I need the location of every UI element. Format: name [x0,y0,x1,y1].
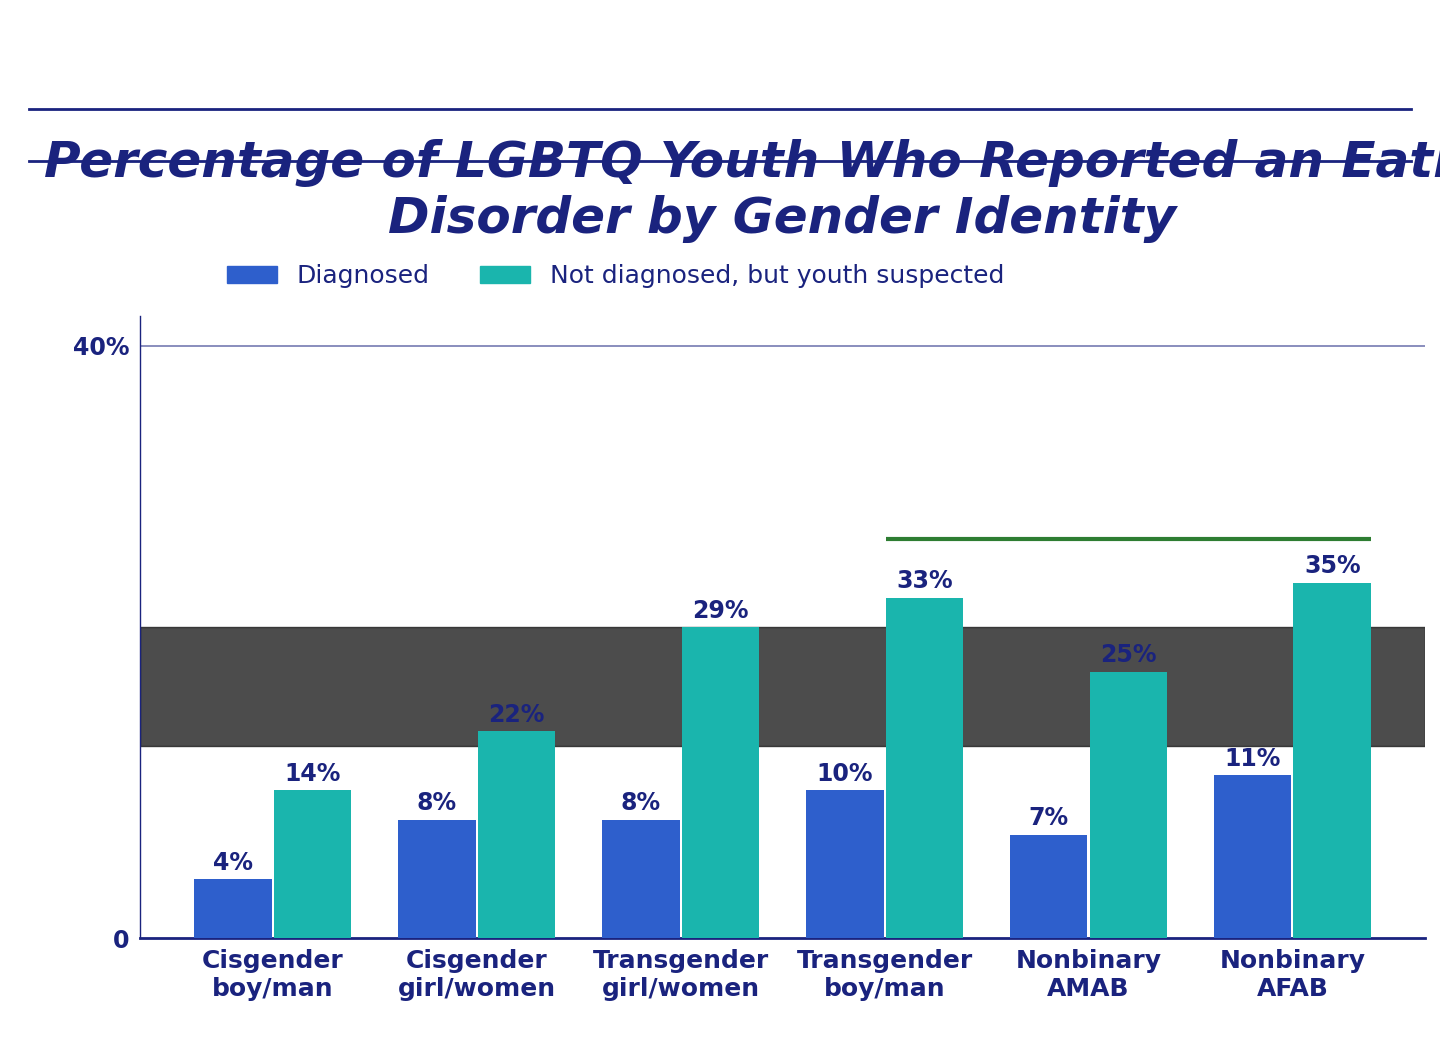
Bar [1293,583,1371,938]
Bar [399,820,475,938]
Bar [886,597,963,938]
Text: 4%: 4% [213,850,253,874]
Bar [194,879,272,938]
Bar [681,627,759,938]
Text: 35%: 35% [1303,555,1361,579]
Text: 8%: 8% [621,791,661,815]
Bar [140,627,1426,746]
Bar [1009,835,1087,938]
Bar [478,731,556,938]
Text: 25%: 25% [1100,643,1156,668]
Bar [274,790,351,938]
Legend: Diagnosed, Not diagnosed, but youth suspected: Diagnosed, Not diagnosed, but youth susp… [217,254,1014,299]
Text: 11%: 11% [1224,747,1280,770]
Bar [602,820,680,938]
Title: Percentage of LGBTQ Youth Who Reported an Eating
Disorder by Gender Identity: Percentage of LGBTQ Youth Who Reported a… [43,139,1440,243]
Bar [806,790,884,938]
Bar [1090,672,1166,938]
Bar [1214,776,1292,938]
Text: 8%: 8% [416,791,456,815]
Text: 22%: 22% [488,703,544,727]
Text: 33%: 33% [896,569,953,593]
Text: 10%: 10% [816,762,873,786]
Text: 7%: 7% [1028,806,1068,831]
Text: 29%: 29% [693,599,749,623]
Text: 14%: 14% [284,762,341,786]
